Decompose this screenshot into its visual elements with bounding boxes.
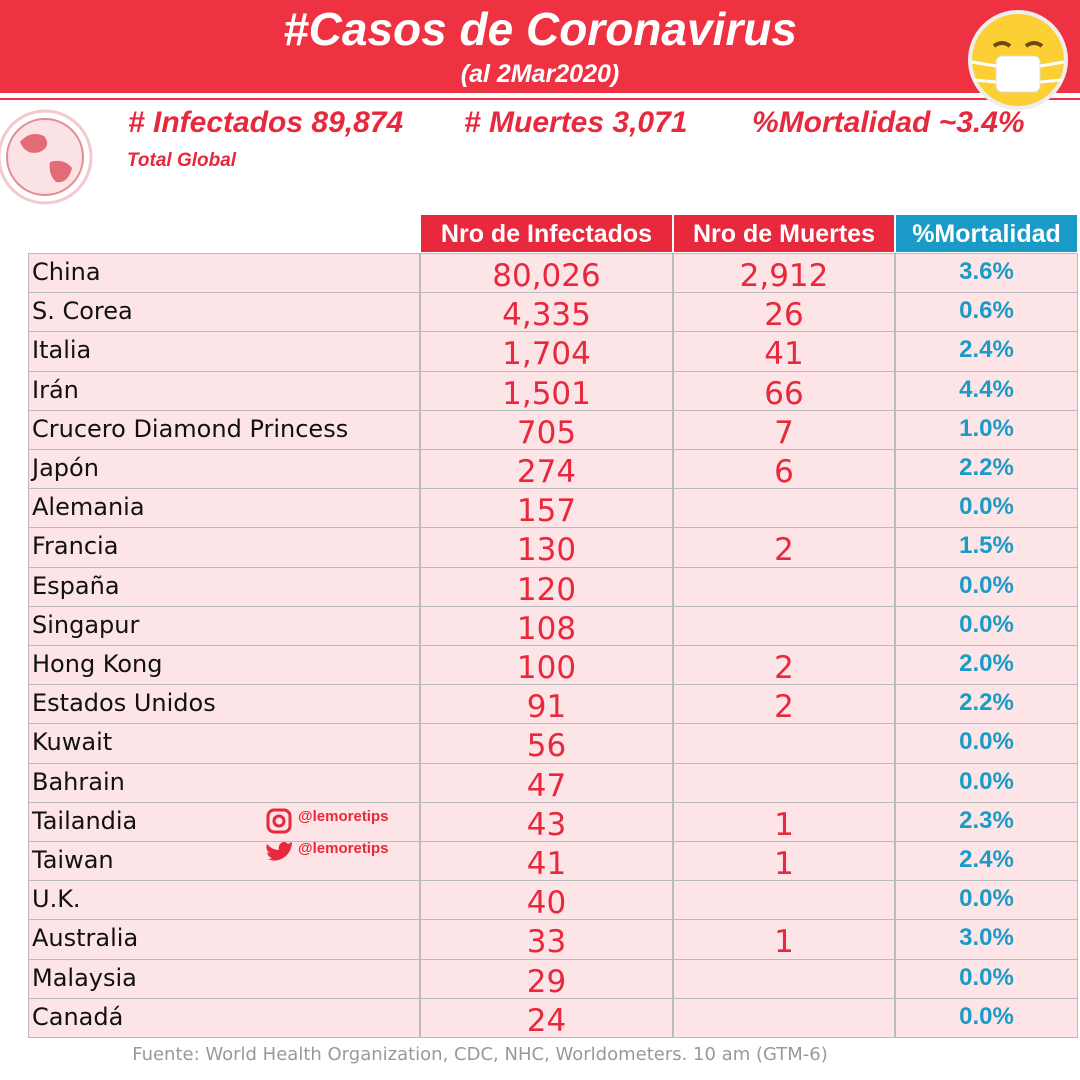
mortality-cell: 0.0% bbox=[895, 997, 1078, 1038]
infected-cell: 4,335 bbox=[420, 292, 673, 333]
instagram-handle: @lemoretips bbox=[298, 808, 389, 825]
mortality-cell: 1.0% bbox=[895, 409, 1078, 450]
mortality-cell: 2.4% bbox=[895, 331, 1078, 372]
deaths-cell: 2 bbox=[673, 527, 895, 568]
column-header: Nro de Muertes bbox=[673, 214, 895, 253]
country-cell: S. Corea bbox=[28, 292, 420, 333]
country-cell: U.K. bbox=[28, 880, 420, 921]
infected-cell: 41 bbox=[420, 841, 673, 882]
mortality-cell: 4.4% bbox=[895, 370, 1078, 411]
infected-summary: # Infectados 89,874 bbox=[128, 106, 404, 139]
country-cell: España bbox=[28, 566, 420, 607]
infected-cell: 43 bbox=[420, 801, 673, 842]
mortality-cell: 0.0% bbox=[895, 605, 1078, 646]
country-cell: Francia bbox=[28, 527, 420, 568]
mortality-cell: 2.0% bbox=[895, 645, 1078, 686]
deaths-cell: 26 bbox=[673, 292, 895, 333]
country-cell: China bbox=[28, 253, 420, 294]
deaths-cell bbox=[673, 723, 895, 764]
instagram-icon bbox=[266, 808, 292, 834]
deaths-cell: 41 bbox=[673, 331, 895, 372]
mortality-cell: 2.2% bbox=[895, 684, 1078, 725]
deaths-cell: 2,912 bbox=[673, 253, 895, 294]
mortality-cell: 0.0% bbox=[895, 762, 1078, 803]
country-cell: Bahrain bbox=[28, 762, 420, 803]
deaths-cell: 2 bbox=[673, 645, 895, 686]
deaths-cell: 1 bbox=[673, 841, 895, 882]
deaths-cell bbox=[673, 958, 895, 999]
infected-cell: 108 bbox=[420, 605, 673, 646]
deaths-cell bbox=[673, 762, 895, 803]
country-cell: Kuwait bbox=[28, 723, 420, 764]
mask-emoji bbox=[968, 10, 1068, 110]
source: Fuente: World Health Organization, CDC, … bbox=[132, 1044, 828, 1065]
country-cell: Tailandia bbox=[28, 801, 420, 842]
country-cell: Irán bbox=[28, 370, 420, 411]
mortality-summary: %Mortalidad ~3.4% bbox=[752, 106, 1025, 139]
country-cell: Australia bbox=[28, 919, 420, 960]
country-cell: Estados Unidos bbox=[28, 684, 420, 725]
infected-cell: 1,704 bbox=[420, 331, 673, 372]
deaths-cell bbox=[673, 566, 895, 607]
infected-cell: 120 bbox=[420, 566, 673, 607]
title: #Casos de Coronavirus bbox=[283, 3, 797, 55]
infected-cell: 705 bbox=[420, 409, 673, 450]
deaths-cell bbox=[673, 880, 895, 921]
country-cell: Hong Kong bbox=[28, 645, 420, 686]
infected-cell: 274 bbox=[420, 449, 673, 490]
country-cell: Italia bbox=[28, 331, 420, 372]
column-header: Nro de Infectados bbox=[420, 214, 673, 253]
infected-cell: 56 bbox=[420, 723, 673, 764]
infected-cell: 40 bbox=[420, 880, 673, 921]
mortality-cell: 0.0% bbox=[895, 880, 1078, 921]
mortality-cell: 2.4% bbox=[895, 841, 1078, 882]
country-cell: Alemania bbox=[28, 488, 420, 529]
globe-icon bbox=[0, 109, 93, 205]
twitter-icon bbox=[266, 842, 292, 861]
divider bbox=[0, 98, 1080, 100]
deaths-cell: 1 bbox=[673, 919, 895, 960]
scope: Total Global bbox=[127, 150, 237, 171]
country-cell: Japón bbox=[28, 449, 420, 490]
country-cell: Malaysia bbox=[28, 958, 420, 999]
deaths-cell: 6 bbox=[673, 449, 895, 490]
mortality-cell: 1.5% bbox=[895, 527, 1078, 568]
twitter-handle: @lemoretips bbox=[298, 840, 389, 857]
column-header: %Mortalidad bbox=[895, 214, 1078, 253]
deaths-cell: 66 bbox=[673, 370, 895, 411]
country-cell: Singapur bbox=[28, 605, 420, 646]
mortality-cell: 3.0% bbox=[895, 919, 1078, 960]
mortality-cell: 2.3% bbox=[895, 801, 1078, 842]
country-cell: Canadá bbox=[28, 997, 420, 1038]
deaths-summary: # Muertes 3,071 bbox=[464, 106, 688, 139]
deaths-cell: 1 bbox=[673, 801, 895, 842]
infected-cell: 130 bbox=[420, 527, 673, 568]
infected-cell: 24 bbox=[420, 997, 673, 1038]
infected-cell: 33 bbox=[420, 919, 673, 960]
mortality-cell: 0.0% bbox=[895, 958, 1078, 999]
mortality-cell: 3.6% bbox=[895, 253, 1078, 294]
infected-cell: 47 bbox=[420, 762, 673, 803]
infected-cell: 80,026 bbox=[420, 253, 673, 294]
infected-cell: 157 bbox=[420, 488, 673, 529]
infected-cell: 91 bbox=[420, 684, 673, 725]
infected-cell: 100 bbox=[420, 645, 673, 686]
deaths-cell bbox=[673, 488, 895, 529]
mortality-cell: 0.0% bbox=[895, 723, 1078, 764]
deaths-cell: 2 bbox=[673, 684, 895, 725]
deaths-cell bbox=[673, 605, 895, 646]
deaths-cell bbox=[673, 997, 895, 1038]
subtitle: (al 2Mar2020) bbox=[460, 60, 620, 88]
infected-cell: 29 bbox=[420, 958, 673, 999]
header-band bbox=[0, 0, 1080, 93]
mortality-cell: 0.0% bbox=[895, 566, 1078, 607]
deaths-cell: 7 bbox=[673, 409, 895, 450]
country-cell: Crucero Diamond Princess bbox=[28, 409, 420, 450]
mortality-cell: 0.0% bbox=[895, 488, 1078, 529]
infected-cell: 1,501 bbox=[420, 370, 673, 411]
mortality-cell: 2.2% bbox=[895, 449, 1078, 490]
mortality-cell: 0.6% bbox=[895, 292, 1078, 333]
